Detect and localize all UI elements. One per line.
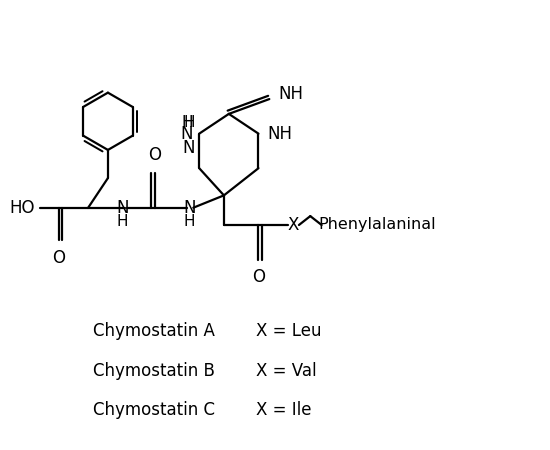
Text: Chymostatin B: Chymostatin B: [93, 362, 215, 380]
Text: Phenylalaninal: Phenylalaninal: [318, 217, 436, 233]
Text: X = Leu: X = Leu: [256, 322, 322, 340]
Text: NH: NH: [267, 125, 293, 143]
Text: N: N: [183, 139, 195, 157]
Text: Chymostatin C: Chymostatin C: [93, 401, 215, 419]
Text: N: N: [117, 199, 129, 217]
Text: O: O: [148, 146, 161, 164]
Text: N: N: [183, 199, 196, 217]
Text: Chymostatin A: Chymostatin A: [93, 322, 215, 340]
Text: O: O: [252, 269, 265, 287]
Text: X = Val: X = Val: [256, 362, 317, 380]
Text: H: H: [184, 214, 195, 229]
Text: HO: HO: [9, 199, 35, 217]
Text: X: X: [287, 216, 299, 234]
Text: H: H: [117, 214, 129, 229]
Text: H: H: [181, 115, 192, 130]
Text: NH: NH: [278, 85, 303, 103]
Text: N: N: [180, 125, 193, 143]
Text: X = Ile: X = Ile: [256, 401, 311, 419]
Text: O: O: [52, 249, 65, 267]
Text: H: H: [184, 115, 195, 130]
